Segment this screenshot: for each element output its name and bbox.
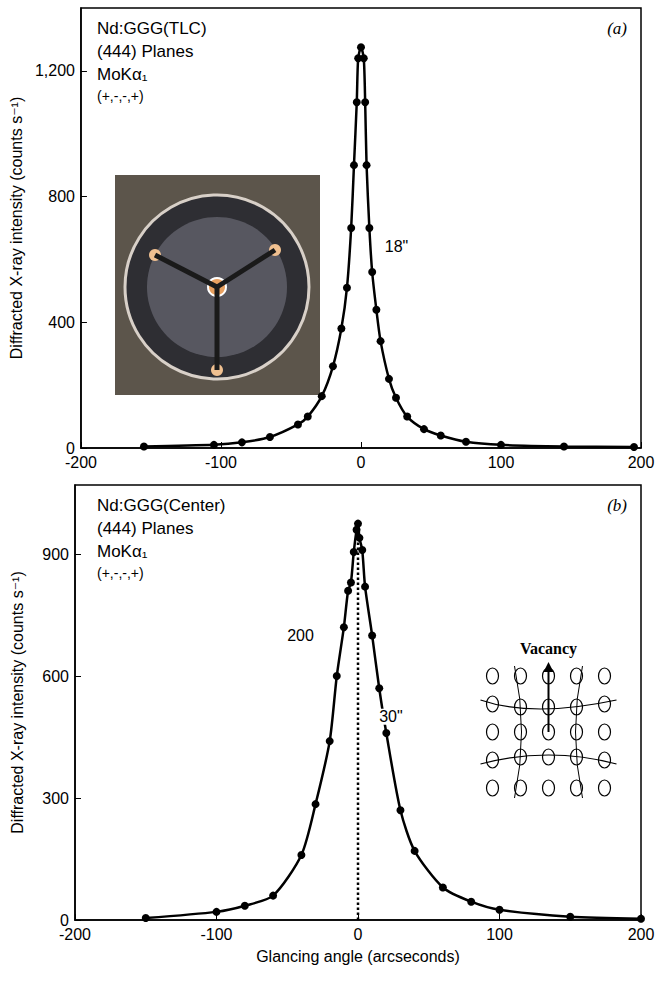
svg-text:MoKα₁: MoKα₁ [97, 65, 148, 84]
svg-text:Vacancy: Vacancy [520, 640, 577, 658]
svg-text:100: 100 [488, 454, 515, 471]
svg-text:900: 900 [42, 546, 69, 563]
svg-text:100: 100 [486, 926, 513, 943]
svg-text:1,200: 1,200 [35, 62, 75, 79]
svg-text:-100: -100 [205, 454, 237, 471]
svg-text:MoKα₁: MoKα₁ [97, 542, 148, 561]
svg-text:(444) Planes: (444) Planes [97, 42, 193, 61]
svg-text:600: 600 [42, 668, 69, 685]
svg-text:(+,-,-,+): (+,-,-,+) [97, 88, 144, 104]
svg-text:Glancing angle (arcseconds): Glancing angle (arcseconds) [256, 948, 460, 965]
svg-text:Diffracted X-ray intensity (co: Diffracted X-ray intensity (counts s⁻¹) [8, 97, 25, 359]
svg-text:18": 18" [385, 238, 408, 255]
svg-text:(444) Planes: (444) Planes [97, 519, 193, 538]
svg-text:-200: -200 [59, 926, 91, 943]
svg-text:0: 0 [60, 911, 69, 929]
svg-text:200: 200 [287, 627, 314, 644]
svg-text:30": 30" [379, 708, 402, 725]
svg-text:Diffracted X-ray intensity (co: Diffracted X-ray intensity (counts s⁻¹) [9, 571, 26, 833]
svg-text:Nd:GGG(Center): Nd:GGG(Center) [97, 496, 225, 515]
svg-text:300: 300 [42, 790, 69, 807]
svg-text:200: 200 [628, 454, 655, 471]
svg-text:Nd:GGG(TLC): Nd:GGG(TLC) [97, 19, 207, 38]
svg-text:0: 0 [66, 439, 75, 457]
svg-text:(b): (b) [607, 496, 627, 515]
svg-text:800: 800 [48, 188, 75, 205]
svg-text:(+,-,-,+): (+,-,-,+) [97, 565, 144, 581]
svg-text:200: 200 [628, 926, 655, 943]
svg-text:-100: -100 [200, 926, 232, 943]
svg-text:(a): (a) [607, 19, 627, 38]
svg-text:0: 0 [354, 926, 363, 943]
svg-text:0: 0 [357, 454, 366, 471]
svg-text:-200: -200 [65, 454, 97, 471]
svg-text:400: 400 [48, 314, 75, 331]
